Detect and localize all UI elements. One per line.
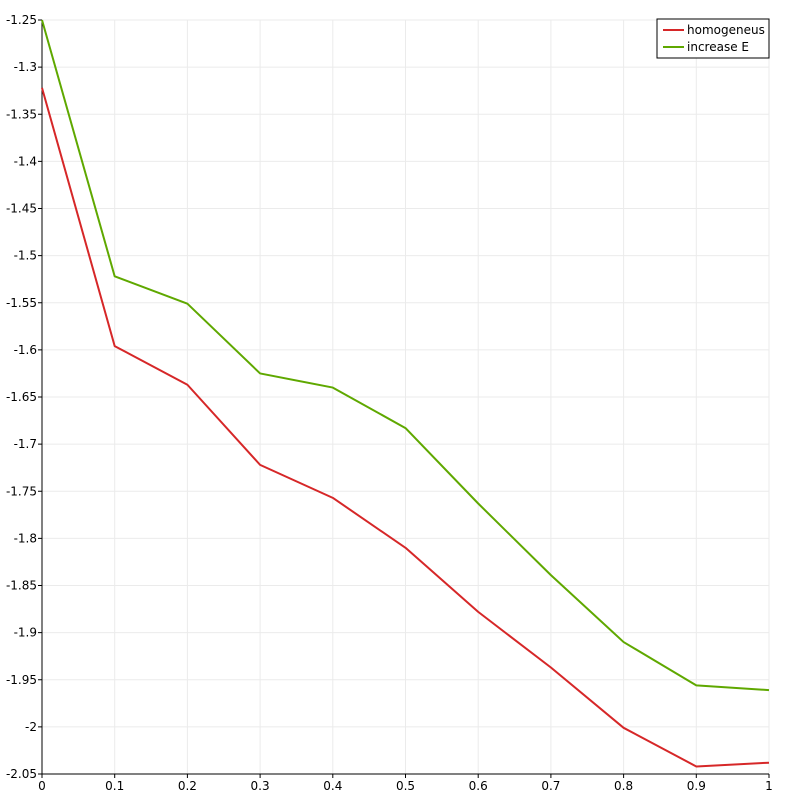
y-tick-label: -1.8 (14, 531, 37, 545)
legend: homogeneus increase E (656, 18, 770, 59)
y-tick-label: -1.55 (6, 296, 37, 310)
y-tick-label: -1.35 (6, 107, 37, 121)
x-tick-label: 0.7 (541, 779, 560, 793)
y-tick-label: -1.95 (6, 673, 37, 687)
series (41, 19, 770, 768)
y-tick-label: -1.5 (14, 249, 37, 263)
y-tick-label: -1.45 (6, 202, 37, 216)
x-tick-label: 0 (38, 779, 46, 793)
y-tick-label: -1.65 (6, 390, 37, 404)
x-tick-label: 0.8 (614, 779, 633, 793)
legend-box (656, 18, 770, 59)
grid (42, 19, 770, 774)
x-tick-label: 0.4 (323, 779, 342, 793)
y-tick-label: -2 (25, 720, 37, 734)
ticks: 0 0.1 0.2 0.3 0.4 0.5 0.6 0.7 0.8 0.9 1 -1.25 -1.3 -1… (6, 13, 773, 793)
y-tick-label: -1.7 (14, 437, 37, 451)
x-tick-label: 0.5 (396, 779, 415, 793)
y-tick-label: -1.75 (6, 484, 37, 498)
x-tick-label: 0.3 (251, 779, 270, 793)
y-tick-label: -1.6 (14, 343, 37, 357)
x-tick-label: 0.1 (105, 779, 124, 793)
x-tick-label: 0.9 (687, 779, 706, 793)
y-tick-label: -2.05 (6, 767, 37, 781)
y-tick-label: -1.3 (14, 60, 37, 74)
y-tick-label: -1.4 (14, 154, 37, 168)
y-tick-label: -1.25 (6, 13, 37, 27)
x-tick-label: 1 (765, 779, 773, 793)
x-tick-label: 0.6 (469, 779, 488, 793)
y-tick-label: -1.85 (6, 579, 37, 593)
legend-label-homogeneus: homogeneus (687, 23, 765, 37)
legend-label-increase-e: increase E (687, 40, 749, 54)
y-tick-label: -1.9 (14, 626, 37, 640)
x-tick-label: 0.2 (178, 779, 197, 793)
